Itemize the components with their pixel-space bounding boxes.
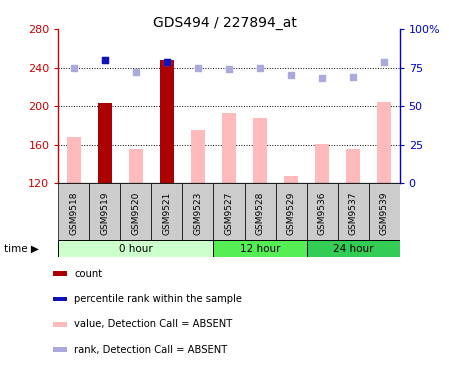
Point xyxy=(349,74,357,80)
Bar xyxy=(253,118,267,183)
Bar xyxy=(53,322,66,326)
Bar xyxy=(58,183,89,240)
Text: GSM9529: GSM9529 xyxy=(286,191,295,235)
Bar xyxy=(160,60,174,183)
Text: GSM9527: GSM9527 xyxy=(224,191,233,235)
Bar xyxy=(307,240,400,257)
Bar xyxy=(338,183,369,240)
Bar xyxy=(53,347,66,352)
Text: count: count xyxy=(74,269,102,279)
Text: GSM9520: GSM9520 xyxy=(132,191,141,235)
Bar xyxy=(346,149,360,183)
Point xyxy=(194,65,202,71)
Point xyxy=(101,57,109,63)
Bar xyxy=(120,183,151,240)
Point xyxy=(225,66,233,72)
Text: GSM9528: GSM9528 xyxy=(255,191,264,235)
Point xyxy=(132,70,140,75)
Bar xyxy=(67,137,81,183)
Bar xyxy=(307,183,338,240)
Text: rank, Detection Call = ABSENT: rank, Detection Call = ABSENT xyxy=(74,345,228,355)
Bar xyxy=(369,183,400,240)
Point xyxy=(101,57,109,63)
Point xyxy=(163,59,171,64)
Text: GSM9521: GSM9521 xyxy=(163,191,172,235)
Bar xyxy=(98,103,112,183)
Point xyxy=(70,65,78,71)
Text: time ▶: time ▶ xyxy=(4,243,40,254)
Bar xyxy=(151,183,182,240)
Bar xyxy=(315,143,329,183)
Bar xyxy=(160,60,174,183)
Point xyxy=(318,75,326,81)
Bar xyxy=(284,176,298,183)
Bar xyxy=(213,183,245,240)
Text: GDS494 / 227894_at: GDS494 / 227894_at xyxy=(153,16,296,30)
Bar xyxy=(377,102,391,183)
Bar xyxy=(276,183,307,240)
Text: GSM9518: GSM9518 xyxy=(70,191,79,235)
Bar xyxy=(129,149,143,183)
Bar xyxy=(222,113,236,183)
Point xyxy=(287,72,295,78)
Text: GSM9523: GSM9523 xyxy=(194,191,202,235)
Point xyxy=(256,65,264,71)
Point xyxy=(163,59,171,64)
Bar xyxy=(245,183,276,240)
Bar xyxy=(58,240,213,257)
Point xyxy=(380,59,387,64)
Bar xyxy=(213,240,307,257)
Text: percentile rank within the sample: percentile rank within the sample xyxy=(74,294,242,304)
Text: 12 hour: 12 hour xyxy=(240,243,280,254)
Bar xyxy=(53,297,66,301)
Bar xyxy=(53,271,66,276)
Bar xyxy=(191,130,205,183)
Text: GSM9536: GSM9536 xyxy=(317,191,326,235)
Bar xyxy=(182,183,213,240)
Text: GSM9539: GSM9539 xyxy=(379,191,388,235)
Text: GSM9519: GSM9519 xyxy=(101,191,110,235)
Text: value, Detection Call = ABSENT: value, Detection Call = ABSENT xyxy=(74,319,233,329)
Bar xyxy=(98,103,112,183)
Text: 24 hour: 24 hour xyxy=(333,243,373,254)
Bar xyxy=(89,183,120,240)
Text: GSM9537: GSM9537 xyxy=(348,191,357,235)
Text: 0 hour: 0 hour xyxy=(119,243,153,254)
